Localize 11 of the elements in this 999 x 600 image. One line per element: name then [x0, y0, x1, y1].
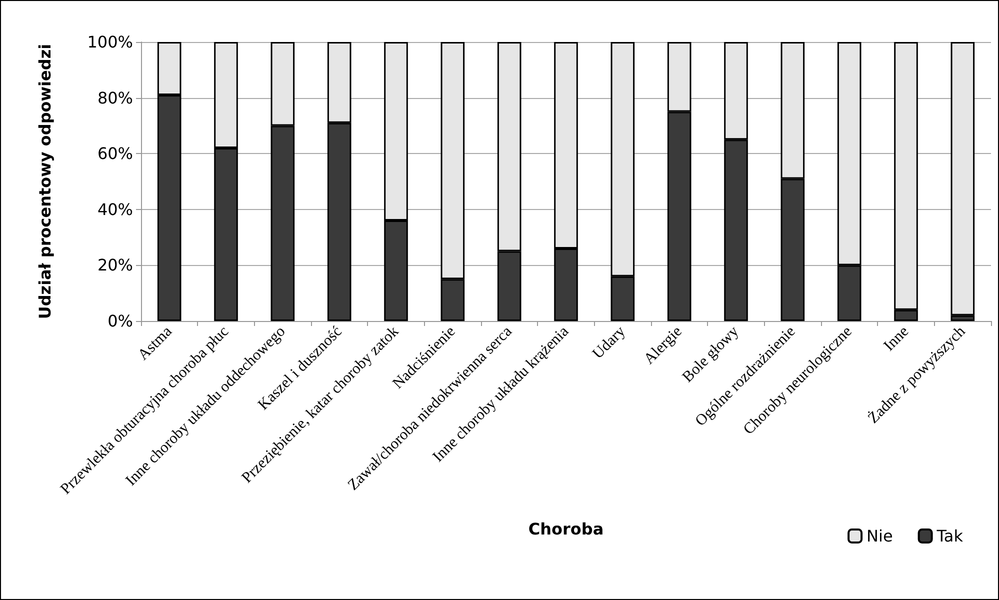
legend-label: Tak [936, 526, 964, 546]
x-tick-label: Inne [880, 322, 912, 354]
y-tick-label: 40% [97, 200, 133, 219]
y-axis-title: Udział procentowy odpowiedzi [36, 44, 54, 320]
y-tick-label: 60% [97, 144, 133, 164]
legend-label: Nie [866, 526, 893, 546]
y-tick-label: 20% [97, 256, 133, 275]
x-axis-title: Choroba [528, 520, 604, 538]
y-tick-label: 100% [87, 32, 133, 52]
y-tick-label: 0% [108, 312, 133, 330]
y-tick-label: 80% [97, 88, 133, 108]
